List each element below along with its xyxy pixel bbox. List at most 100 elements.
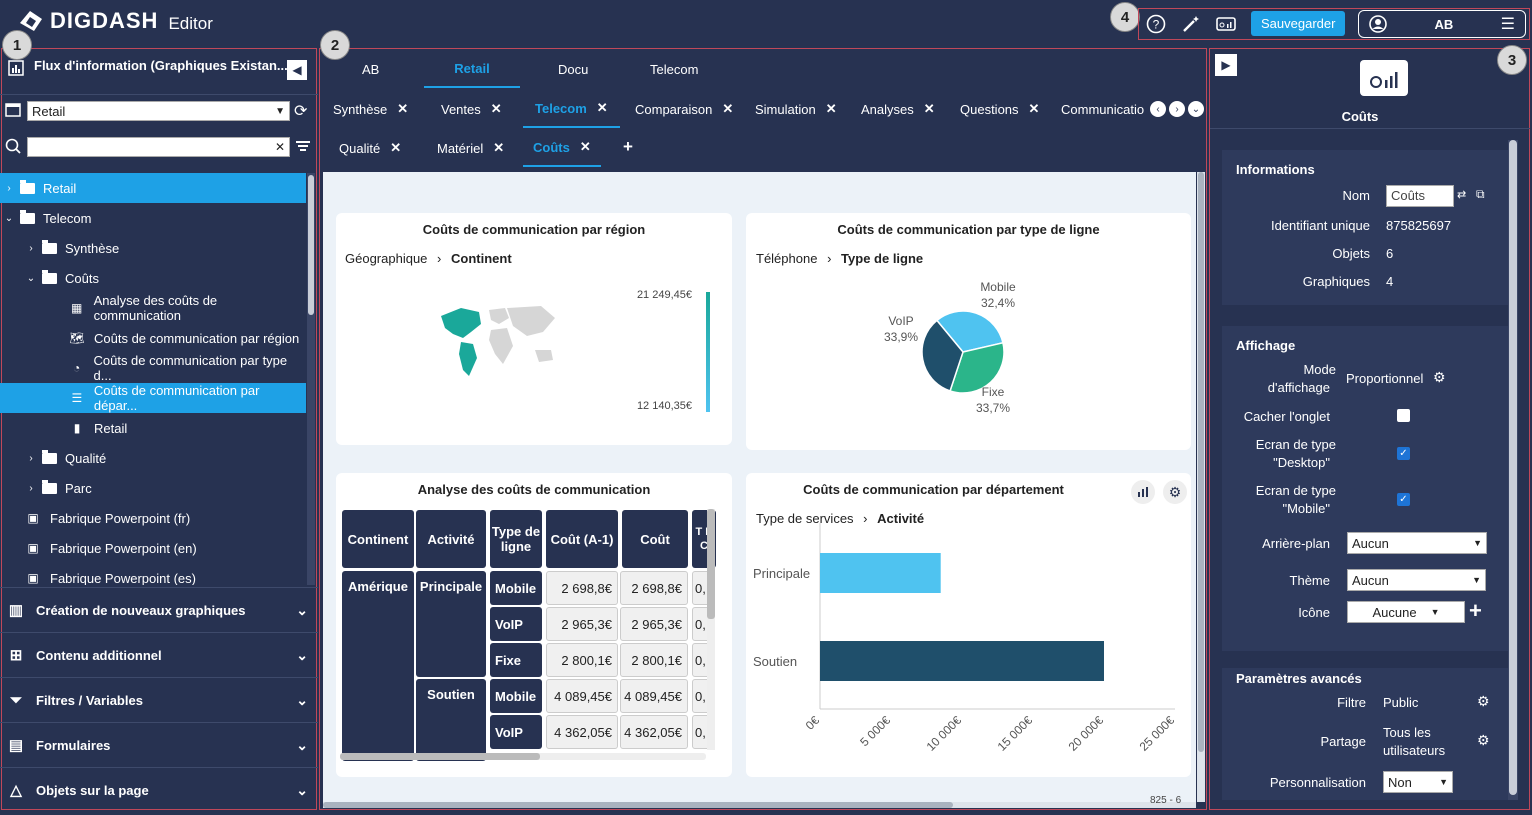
close-icon[interactable]: ✕ <box>397 101 409 116</box>
tab-list-icon[interactable]: ⌄ <box>1188 101 1204 117</box>
close-icon[interactable]: ✕ <box>825 101 837 116</box>
collapse-left-icon[interactable]: ◀ <box>287 60 307 80</box>
tree-scrollbar[interactable] <box>307 173 315 585</box>
add-tab-button[interactable]: + <box>623 137 633 156</box>
table-cell[interactable]: 2 800,1€ <box>546 643 618 677</box>
icon-select[interactable]: Aucune ▼ <box>1347 601 1465 623</box>
name-input[interactable]: Coûts <box>1386 185 1454 207</box>
role-tab[interactable]: Docu <box>558 50 588 88</box>
card-department[interactable]: Coûts de communication par département ⚙… <box>746 473 1191 777</box>
chevron-right-icon[interactable]: › <box>29 242 33 254</box>
page-tab[interactable]: Questions ✕ <box>960 90 1039 128</box>
tree-search-input[interactable]: ✕ <box>27 137 290 157</box>
share-gear-icon[interactable]: ⚙ <box>1477 732 1490 748</box>
pie-chart[interactable]: Mobile 32,4% Fixe 33,7% VoIP 33,9% <box>746 213 1191 450</box>
close-icon[interactable]: ✕ <box>923 101 935 116</box>
table-cell[interactable]: 4 089,45€ <box>546 679 618 713</box>
accordion-2[interactable]: ⏷ Filtres / Variables ⌄ <box>0 677 318 722</box>
row-header-activity[interactable]: Principale <box>416 571 486 677</box>
tree-item[interactable]: › Retail <box>0 173 306 203</box>
page-tab[interactable]: Qualité ✕ <box>339 129 401 167</box>
collapse-right-icon[interactable]: ▶ <box>1215 54 1237 76</box>
table-v-scrollbar[interactable] <box>707 509 715 750</box>
row-header-type[interactable]: VoIP <box>490 715 542 749</box>
dashboard-h-scrollbar[interactable] <box>323 802 1196 808</box>
copy-icon[interactable]: ⧉ <box>1476 187 1485 201</box>
pie-slice-fixe[interactable] <box>949 341 1005 394</box>
close-icon[interactable]: ✕ <box>390 140 402 155</box>
close-icon[interactable]: ✕ <box>579 139 591 154</box>
close-icon[interactable]: ✕ <box>1028 101 1040 116</box>
row-header-type[interactable]: Fixe <box>490 643 542 677</box>
row-header-type[interactable]: Mobile <box>490 571 542 605</box>
page-tab[interactable]: Ventes ✕ <box>441 90 502 128</box>
role-tab[interactable]: AB <box>362 50 379 88</box>
right-scrollbar[interactable] <box>1508 140 1518 800</box>
page-tab[interactable]: Simulation ✕ <box>755 90 837 128</box>
tree-item[interactable]: › Synthèse <box>0 233 306 263</box>
tree-item[interactable]: ☰ Coûts de communication par dépar... <box>0 383 306 413</box>
clear-search-icon[interactable]: ✕ <box>274 140 285 154</box>
desktop-checkbox[interactable]: ✓ <box>1397 447 1410 460</box>
pie-slice-voip[interactable] <box>921 319 964 392</box>
table-cell[interactable]: 2 965,3€ <box>546 607 618 641</box>
row-header-type[interactable]: VoIP <box>490 607 542 641</box>
close-icon[interactable]: ✕ <box>493 140 505 155</box>
hamburger-icon[interactable]: ☰ <box>1500 16 1515 33</box>
filter-icon[interactable] <box>295 138 311 157</box>
filter-gear-icon[interactable]: ⚙ <box>1477 693 1490 709</box>
accordion-4[interactable]: △ Objets sur la page ⌄ <box>0 767 318 812</box>
bar-soutien[interactable] <box>820 641 1104 681</box>
tab-prev-icon[interactable]: ‹ <box>1150 101 1166 117</box>
magic-wand-icon[interactable] <box>1180 13 1202 35</box>
tree-item[interactable]: ⌄ Coûts <box>0 263 306 293</box>
world-map[interactable] <box>431 298 561 386</box>
close-icon[interactable]: ✕ <box>490 101 502 116</box>
tree-item[interactable]: ⌄ Telecom <box>0 203 306 233</box>
page-tab[interactable]: Matériel ✕ <box>437 129 504 167</box>
chevron-right-icon[interactable]: › <box>29 452 33 464</box>
table-h-scrollbar[interactable] <box>340 753 706 760</box>
role-select[interactable]: Retail ▼ <box>27 101 290 121</box>
chevron-right-icon[interactable]: › <box>29 482 33 494</box>
table-cell[interactable]: 2 698,8€ <box>546 571 618 605</box>
accordion-1[interactable]: ⊞ Contenu additionnel ⌄ <box>0 632 318 677</box>
save-button[interactable]: Sauvegarder <box>1251 11 1346 36</box>
tree-item[interactable]: ▣ Fabrique Powerpoint (en) <box>0 533 306 563</box>
page-tab[interactable]: Telecom ✕ <box>523 90 620 128</box>
dashboard-v-scrollbar[interactable] <box>1197 172 1205 802</box>
close-icon[interactable]: ✕ <box>596 100 608 115</box>
tree-item[interactable]: ▣ Fabrique Powerpoint (es) <box>0 563 306 586</box>
help-icon[interactable]: ? <box>1145 13 1167 35</box>
row-header-continent[interactable]: Amérique <box>342 571 414 761</box>
page-tab[interactable]: Synthèse ✕ <box>333 90 408 128</box>
row-header-activity[interactable]: Soutien <box>416 679 486 761</box>
hide-tab-checkbox[interactable] <box>1397 409 1410 422</box>
row-header-type[interactable]: Mobile <box>490 679 542 713</box>
table-cell[interactable]: 2 800,1€ <box>620 643 688 677</box>
tree-item[interactable]: ▣ Fabrique Powerpoint (fr) <box>0 503 306 533</box>
accordion-3[interactable]: ▤ Formulaires ⌄ <box>0 722 318 767</box>
mobile-checkbox[interactable]: ✓ <box>1397 493 1410 506</box>
table-cell[interactable]: 2 698,8€ <box>620 571 688 605</box>
card-region[interactable]: Coûts de communication par région Géogra… <box>336 213 732 445</box>
mode-gear-icon[interactable]: ⚙ <box>1433 369 1446 385</box>
chart-type-icon[interactable] <box>1131 480 1155 504</box>
translate-icon[interactable]: ⇄ <box>1457 189 1467 201</box>
tree-item[interactable]: ▮ Retail <box>0 413 306 443</box>
page-tab[interactable]: Comparaison ✕ <box>635 90 733 128</box>
page-tab[interactable]: Analyses ✕ <box>861 90 935 128</box>
tab-next-icon[interactable]: › <box>1169 101 1185 117</box>
role-tab[interactable]: Retail <box>424 50 520 88</box>
tree-item[interactable]: › Qualité <box>0 443 306 473</box>
table-header[interactable]: Continent <box>342 510 414 568</box>
role-tab[interactable]: Telecom <box>650 50 698 88</box>
background-select[interactable]: Aucun ▼ <box>1347 532 1487 554</box>
tree-item[interactable]: ◔ Coûts de communication par type d... <box>0 353 306 383</box>
table-cell[interactable]: 4 089,45€ <box>620 679 688 713</box>
page-tab[interactable]: Coûts ✕ <box>523 129 601 167</box>
table-header[interactable]: Coût <box>622 510 688 568</box>
table-header[interactable]: Activité <box>416 510 486 568</box>
personalization-select[interactable]: Non ▼ <box>1383 771 1453 793</box>
user-menu[interactable]: AB ☰ <box>1358 10 1526 38</box>
